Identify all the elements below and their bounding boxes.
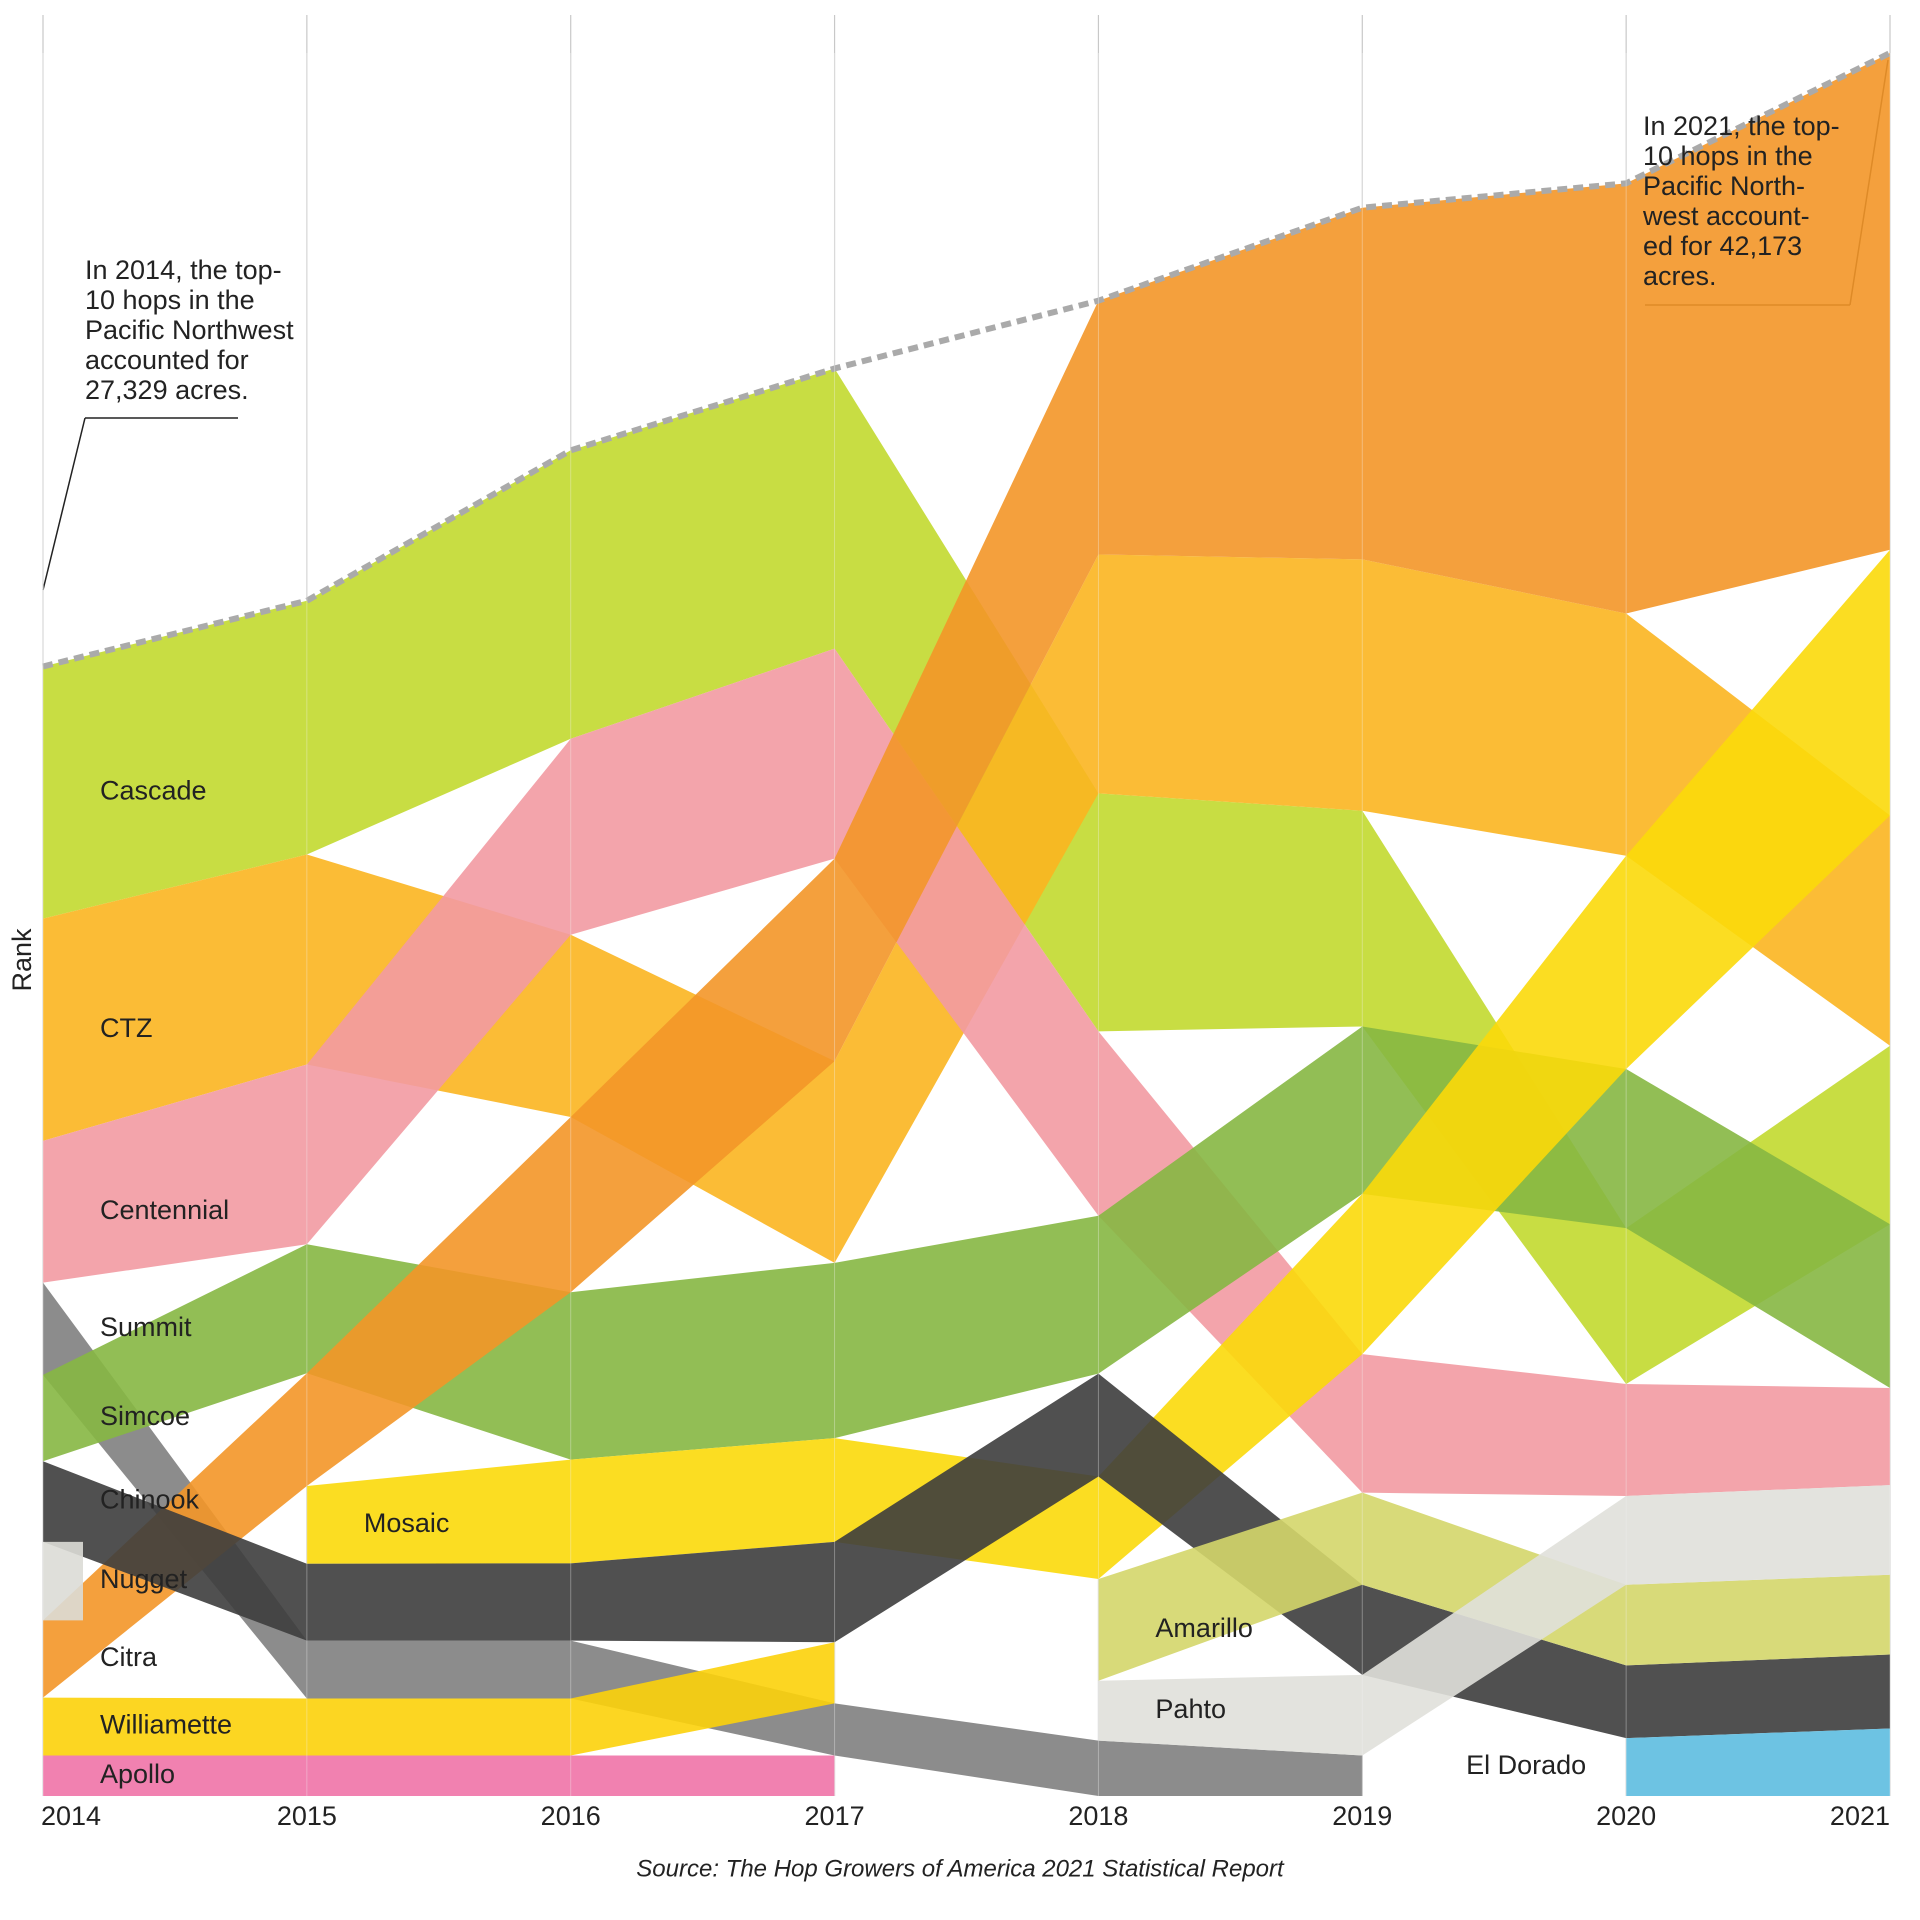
annotation: In 2014, the top- [85,255,282,285]
total-outline [42,50,1892,670]
annotation: Pacific Northwest [85,315,294,345]
x-tick-label: 2015 [277,1801,337,1831]
series-label: Nugget [100,1564,188,1594]
band [43,1755,835,1796]
series-label: Centennial [100,1195,229,1225]
series-label: Summit [100,1312,192,1342]
annotation-leader [42,417,86,591]
series-label: CTZ [100,1013,152,1043]
x-tick-label: 2019 [1332,1801,1392,1831]
annotation: Pacific North- [1643,171,1805,201]
band [43,368,1890,1384]
x-tick-label: 2021 [1830,1801,1890,1831]
series-label: Simcoe [100,1401,190,1431]
annotation: 27,329 acres. [85,375,249,405]
series-label: El Dorado [1466,1750,1586,1780]
annotation: west account- [1642,201,1810,231]
x-tick-label: 2018 [1068,1801,1128,1831]
x-tick-label: 2017 [805,1801,865,1831]
series-label: Amarillo [1155,1613,1253,1643]
annotation: In 2021, the top- [1643,111,1840,141]
annotation: acres. [1643,261,1717,291]
series-label: Apollo [100,1759,175,1789]
band [43,1282,1363,1796]
band [43,1642,835,1756]
band [306,549,1890,1580]
annotation: 10 hops in the [1643,141,1813,171]
y-axis-label: Rank [7,928,37,992]
source: Source: The Hop Growers of America 2021 … [636,1855,1285,1882]
series-label: Citra [100,1642,158,1672]
series-label: Chinook [100,1485,200,1515]
series-label: Pahto [1155,1694,1226,1724]
band [43,1541,83,1621]
x-tick-label: 2020 [1596,1801,1656,1831]
series-label: Cascade [100,776,207,806]
band [43,648,1890,1496]
band [1626,1728,1890,1796]
annotation: 10 hops in the [85,285,255,315]
series-label: Williamette [100,1710,232,1740]
series-label: Mosaic [364,1508,450,1538]
annotation: ed for 42,173 [1643,231,1802,261]
bands [43,53,1890,1796]
band [43,53,1890,1698]
annotation: accounted for [85,345,249,375]
band [1098,1485,1890,1756]
x-tick-label: 2014 [41,1801,101,1831]
x-tick-label: 2016 [541,1801,601,1831]
